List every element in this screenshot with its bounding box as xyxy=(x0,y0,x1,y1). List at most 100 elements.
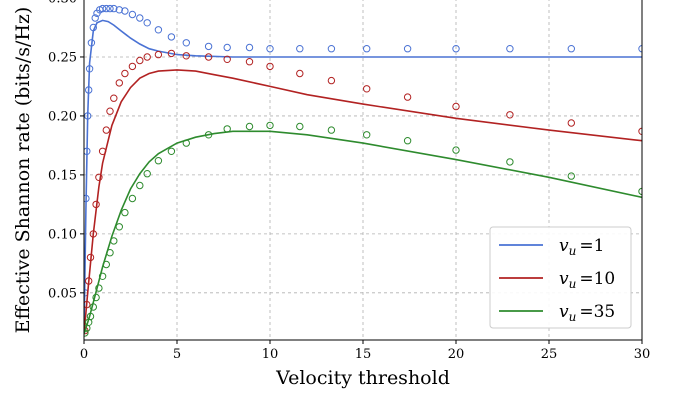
data-point xyxy=(245,122,254,131)
data-point xyxy=(136,181,144,190)
data-point xyxy=(121,7,129,15)
y-tick-label: 0.20 xyxy=(48,109,77,124)
data-point xyxy=(223,43,231,52)
data-point xyxy=(115,223,124,231)
series-group xyxy=(84,4,642,335)
data-point xyxy=(296,45,304,53)
data-point xyxy=(167,49,176,58)
data-point xyxy=(110,237,118,245)
legend-box xyxy=(489,226,632,329)
data-point xyxy=(363,45,371,53)
data-point xyxy=(506,158,514,166)
data-point xyxy=(182,139,191,147)
data-point xyxy=(106,4,114,13)
axis-ticks: 0 5 10 15 20 25 30 0.05 0.10 0.15 0.20 0.25 0.30 xyxy=(48,0,650,362)
data-point xyxy=(452,45,460,53)
x-tick-label: 20 xyxy=(448,347,465,362)
data-point xyxy=(128,10,137,19)
data-point xyxy=(266,45,274,53)
legend-item: vu =10 xyxy=(499,269,615,291)
data-point xyxy=(506,45,514,53)
data-point xyxy=(115,79,124,87)
legend-item: vu =1 xyxy=(499,236,604,258)
data-point xyxy=(245,43,254,52)
data-point xyxy=(506,111,514,119)
y-tick-label: 0.25 xyxy=(48,50,77,65)
data-point xyxy=(110,4,118,13)
data-point xyxy=(567,119,575,127)
data-point xyxy=(266,121,274,130)
data-point xyxy=(84,194,90,203)
data-point xyxy=(245,58,254,66)
data-point xyxy=(154,26,163,34)
legend-label: vu =1 xyxy=(559,236,604,258)
plot-area xyxy=(84,4,642,337)
data-point xyxy=(452,102,460,111)
legend: vu =1 vu =10 vu =35 xyxy=(489,226,632,329)
data-point xyxy=(204,131,213,139)
data-point xyxy=(452,146,460,154)
data-point xyxy=(327,126,336,134)
x-tick-label: 0 xyxy=(80,347,88,362)
x-tick-label: 15 xyxy=(355,347,372,362)
x-tick-label: 10 xyxy=(262,347,279,362)
data-point xyxy=(92,293,100,302)
data-point xyxy=(89,230,98,238)
data-point xyxy=(266,62,274,71)
x-tick-label: 30 xyxy=(634,347,651,362)
data-point xyxy=(106,249,114,257)
data-point xyxy=(85,277,93,285)
data-point xyxy=(102,4,111,13)
data-point xyxy=(89,303,98,311)
series-line xyxy=(84,19,642,335)
data-point xyxy=(89,23,98,32)
data-point xyxy=(98,272,107,280)
data-point xyxy=(154,157,163,165)
series-line xyxy=(84,69,642,335)
data-point xyxy=(154,50,163,59)
data-point xyxy=(84,147,91,155)
data-point xyxy=(102,126,111,134)
data-point xyxy=(128,62,137,71)
data-point xyxy=(327,76,336,85)
data-point xyxy=(363,85,371,93)
data-point xyxy=(403,137,412,145)
data-point xyxy=(85,65,94,73)
data-point xyxy=(296,122,304,131)
data-point xyxy=(86,253,95,262)
data-point xyxy=(84,329,89,337)
y-tick-label: 0.05 xyxy=(48,286,77,301)
data-point xyxy=(204,53,213,61)
data-point xyxy=(403,93,412,101)
x-tick-label: 25 xyxy=(541,347,558,362)
data-point xyxy=(84,300,91,309)
legend-label: vu =35 xyxy=(559,302,615,324)
data-point xyxy=(136,56,144,65)
data-point xyxy=(87,39,96,47)
data-point xyxy=(223,125,231,133)
data-point xyxy=(121,208,129,217)
data-point xyxy=(363,131,371,139)
y-axis-label: Effective Shannon rate (bits/s/Hz) xyxy=(12,7,34,334)
data-point xyxy=(128,194,137,203)
y-tick-label: 0.10 xyxy=(48,227,77,242)
data-point xyxy=(95,173,103,182)
data-point xyxy=(92,200,100,209)
data-point xyxy=(95,284,103,292)
data-point xyxy=(182,39,191,47)
legend-label: vu =10 xyxy=(559,269,615,291)
data-point xyxy=(204,42,213,51)
data-point xyxy=(167,33,176,41)
data-point xyxy=(85,86,93,94)
data-point xyxy=(567,172,575,180)
data-point xyxy=(182,52,191,60)
legend-item: vu =35 xyxy=(499,302,615,324)
data-point xyxy=(327,45,336,53)
data-point xyxy=(296,69,304,78)
x-tick-label: 5 xyxy=(173,347,181,362)
data-point xyxy=(167,147,176,156)
data-point xyxy=(86,312,95,321)
data-point xyxy=(98,4,107,13)
y-tick-label: 0.15 xyxy=(48,168,77,183)
